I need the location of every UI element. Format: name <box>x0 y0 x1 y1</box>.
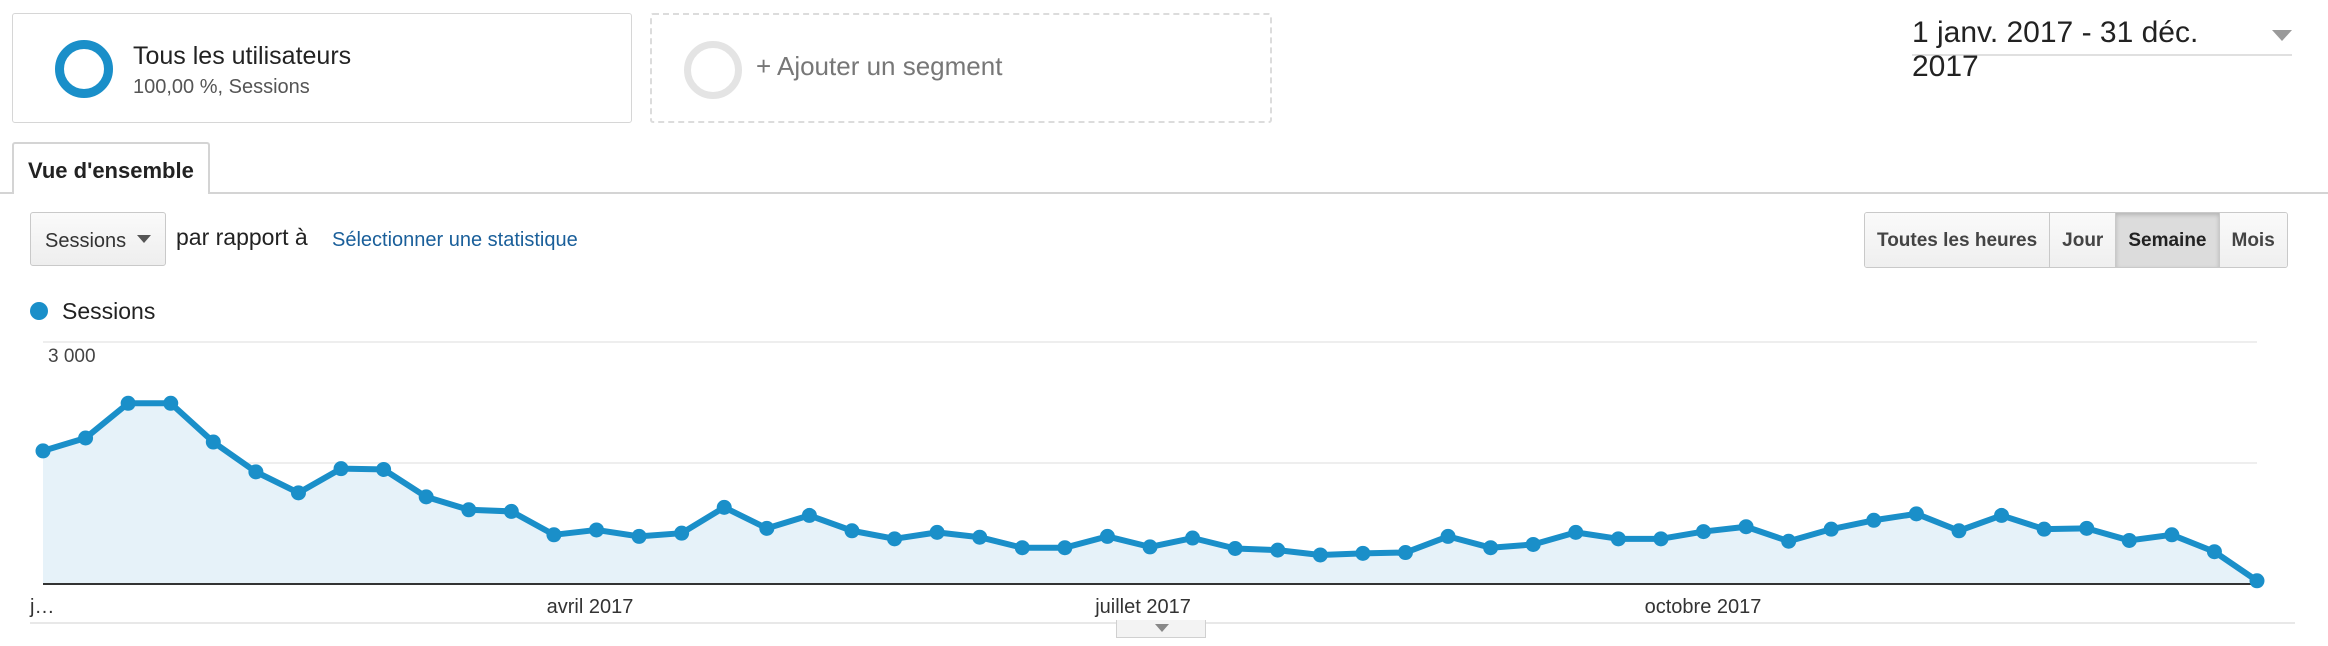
data-point <box>2121 532 2137 548</box>
data-point <box>1014 540 1030 556</box>
data-point <box>1823 521 1839 537</box>
data-point <box>759 520 775 536</box>
metric-select-value: Sessions <box>45 230 127 252</box>
data-point <box>461 502 477 518</box>
data-point <box>1738 519 1754 535</box>
data-point <box>1866 512 1882 528</box>
data-point <box>801 507 817 523</box>
segment-card-all-users[interactable]: Tous les utilisateurs 100,00 %, Sessions <box>12 13 632 123</box>
data-point <box>2079 520 2095 536</box>
data-point <box>1525 536 1541 552</box>
data-point <box>1610 531 1626 547</box>
data-point <box>1270 542 1286 558</box>
caret-down-icon <box>1155 624 1169 632</box>
data-point <box>1696 524 1711 540</box>
x-tick-label: octobre 2017 <box>1645 596 1762 618</box>
caret-down-icon <box>137 235 151 243</box>
data-point <box>290 485 306 501</box>
granularity-week-button[interactable]: Semaine <box>2115 213 2219 267</box>
data-point <box>1440 528 1456 544</box>
granularity-month-button[interactable]: Mois <box>2218 213 2287 267</box>
data-point <box>972 529 988 545</box>
data-point <box>844 523 860 539</box>
data-point <box>1312 547 1328 563</box>
segment-subtitle: 100,00 %, Sessions <box>133 76 310 98</box>
data-point <box>674 525 690 541</box>
data-point <box>376 461 392 477</box>
data-point <box>1951 523 1967 539</box>
date-range-text: 1 janv. 2017 - 31 déc. 2017 <box>1912 16 2199 83</box>
compare-label: par rapport à <box>176 224 308 250</box>
x-tick-label: j… <box>29 596 54 618</box>
area-fill <box>43 403 2257 584</box>
data-point <box>1568 524 1584 540</box>
legend-series-label: Sessions <box>62 298 156 324</box>
data-point <box>1653 531 1669 547</box>
date-range-picker[interactable]: 1 janv. 2017 - 31 déc. 2017 <box>1912 16 2292 83</box>
granularity-day-button[interactable]: Jour <box>2049 213 2116 267</box>
data-point <box>1781 533 1797 549</box>
data-point <box>333 461 349 477</box>
granularity-toggle: Toutes les heures Jour Semaine Mois <box>1864 212 2288 268</box>
data-point <box>1397 545 1413 561</box>
data-point <box>248 464 264 480</box>
x-tick-label: juillet 2017 <box>1094 596 1191 618</box>
data-point <box>1057 540 1073 556</box>
data-point <box>120 395 136 411</box>
data-point <box>1099 528 1115 544</box>
add-segment-button[interactable]: + Ajouter un segment <box>650 13 1272 123</box>
granularity-hourly-button[interactable]: Toutes les heures <box>1865 213 2050 267</box>
data-point <box>2206 544 2222 560</box>
add-segment-label: + Ajouter un segment <box>756 51 1003 81</box>
data-point <box>163 395 179 411</box>
segment-title: Tous les utilisateurs <box>133 42 352 70</box>
data-point <box>418 489 434 505</box>
x-tick-label: avril 2017 <box>547 596 634 618</box>
data-point <box>78 430 94 446</box>
data-point <box>716 499 732 515</box>
data-point <box>887 531 903 547</box>
chart-expand-handle[interactable] <box>1116 620 1206 638</box>
y-tick-label: 3 000 <box>48 346 96 367</box>
data-point <box>589 522 604 538</box>
data-point <box>631 528 647 544</box>
data-point <box>1227 541 1243 557</box>
data-point <box>2164 527 2180 543</box>
data-point <box>546 527 562 543</box>
segment-donut-icon <box>55 40 113 98</box>
tab-bar-divider <box>0 192 2328 194</box>
data-point <box>503 503 519 519</box>
data-point <box>1483 540 1499 556</box>
caret-down-icon <box>2272 30 2292 41</box>
data-point <box>1185 530 1201 546</box>
tab-connector <box>14 190 208 196</box>
metric-select[interactable]: Sessions <box>30 212 166 266</box>
data-point <box>1142 539 1158 555</box>
data-point <box>35 443 51 459</box>
select-metric-link[interactable]: Sélectionner une statistique <box>332 229 578 251</box>
data-point <box>1908 506 1924 522</box>
data-point <box>205 434 221 450</box>
empty-segment-ring-icon <box>684 41 742 99</box>
data-point <box>2249 573 2265 589</box>
data-point <box>1355 545 1371 561</box>
data-point <box>929 524 945 540</box>
legend-dot-icon <box>30 302 48 320</box>
data-point <box>2036 521 2052 537</box>
tab-overview[interactable]: Vue d'ensemble <box>12 142 210 194</box>
data-point <box>1994 507 2010 523</box>
